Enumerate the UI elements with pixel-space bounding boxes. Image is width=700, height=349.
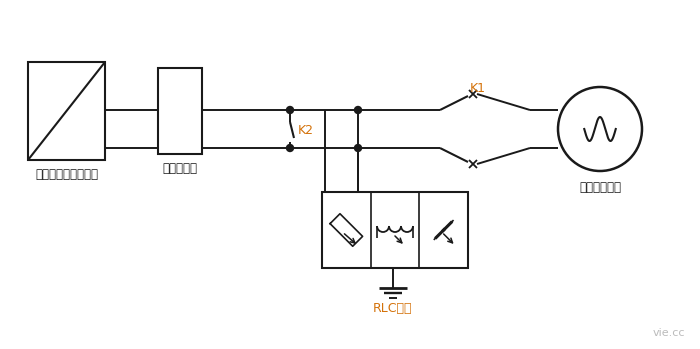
Circle shape	[286, 144, 293, 151]
Text: 太阳能光伏模拟电源: 太阳能光伏模拟电源	[35, 168, 98, 181]
Text: vie.cc: vie.cc	[652, 328, 685, 338]
Text: K2: K2	[298, 125, 314, 138]
Bar	[28, 62, 105, 160]
Text: 被试逆变器: 被试逆变器	[162, 162, 197, 175]
Text: 电网模拟电源: 电网模拟电源	[579, 181, 621, 194]
Text: RLC负载: RLC负载	[373, 302, 413, 315]
Text: K1: K1	[470, 82, 486, 95]
Circle shape	[354, 106, 361, 113]
Circle shape	[354, 144, 361, 151]
Bar	[322, 192, 468, 268]
Circle shape	[286, 106, 293, 113]
Bar	[158, 68, 202, 154]
